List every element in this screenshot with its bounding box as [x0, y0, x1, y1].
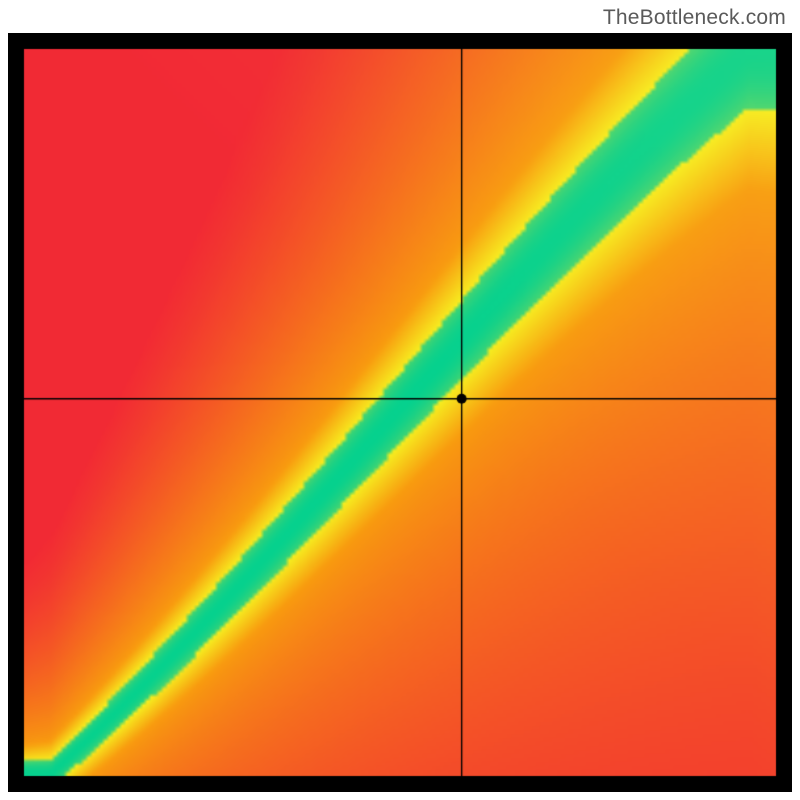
watermark-text: TheBottleneck.com	[603, 6, 786, 30]
bottleneck-heatmap	[8, 33, 792, 792]
